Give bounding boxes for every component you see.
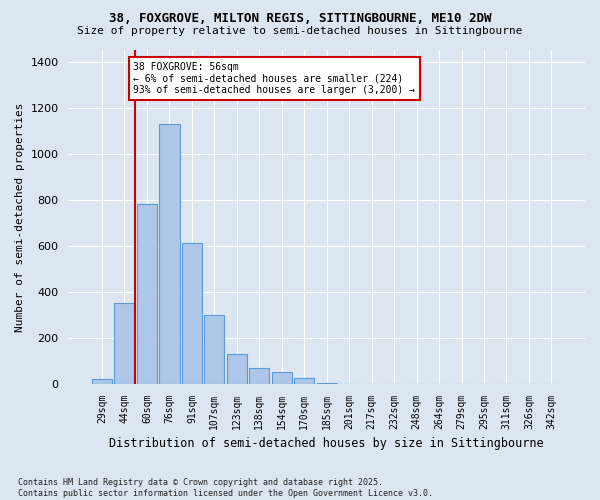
Bar — [294, 378, 314, 384]
Bar — [204, 314, 224, 384]
Bar — [182, 244, 202, 384]
Bar — [249, 368, 269, 384]
X-axis label: Distribution of semi-detached houses by size in Sittingbourne: Distribution of semi-detached houses by … — [109, 437, 544, 450]
Text: Contains HM Land Registry data © Crown copyright and database right 2025.
Contai: Contains HM Land Registry data © Crown c… — [18, 478, 433, 498]
Y-axis label: Number of semi-detached properties: Number of semi-detached properties — [15, 102, 25, 332]
Text: 38, FOXGROVE, MILTON REGIS, SITTINGBOURNE, ME10 2DW: 38, FOXGROVE, MILTON REGIS, SITTINGBOURN… — [109, 12, 491, 24]
Bar — [137, 204, 157, 384]
Bar — [272, 372, 292, 384]
Bar — [159, 124, 179, 384]
Text: 38 FOXGROVE: 56sqm
← 6% of semi-detached houses are smaller (224)
93% of semi-de: 38 FOXGROVE: 56sqm ← 6% of semi-detached… — [133, 62, 415, 94]
Bar — [227, 354, 247, 384]
Bar — [115, 303, 134, 384]
Bar — [92, 379, 112, 384]
Text: Size of property relative to semi-detached houses in Sittingbourne: Size of property relative to semi-detach… — [77, 26, 523, 36]
Bar — [317, 382, 337, 384]
